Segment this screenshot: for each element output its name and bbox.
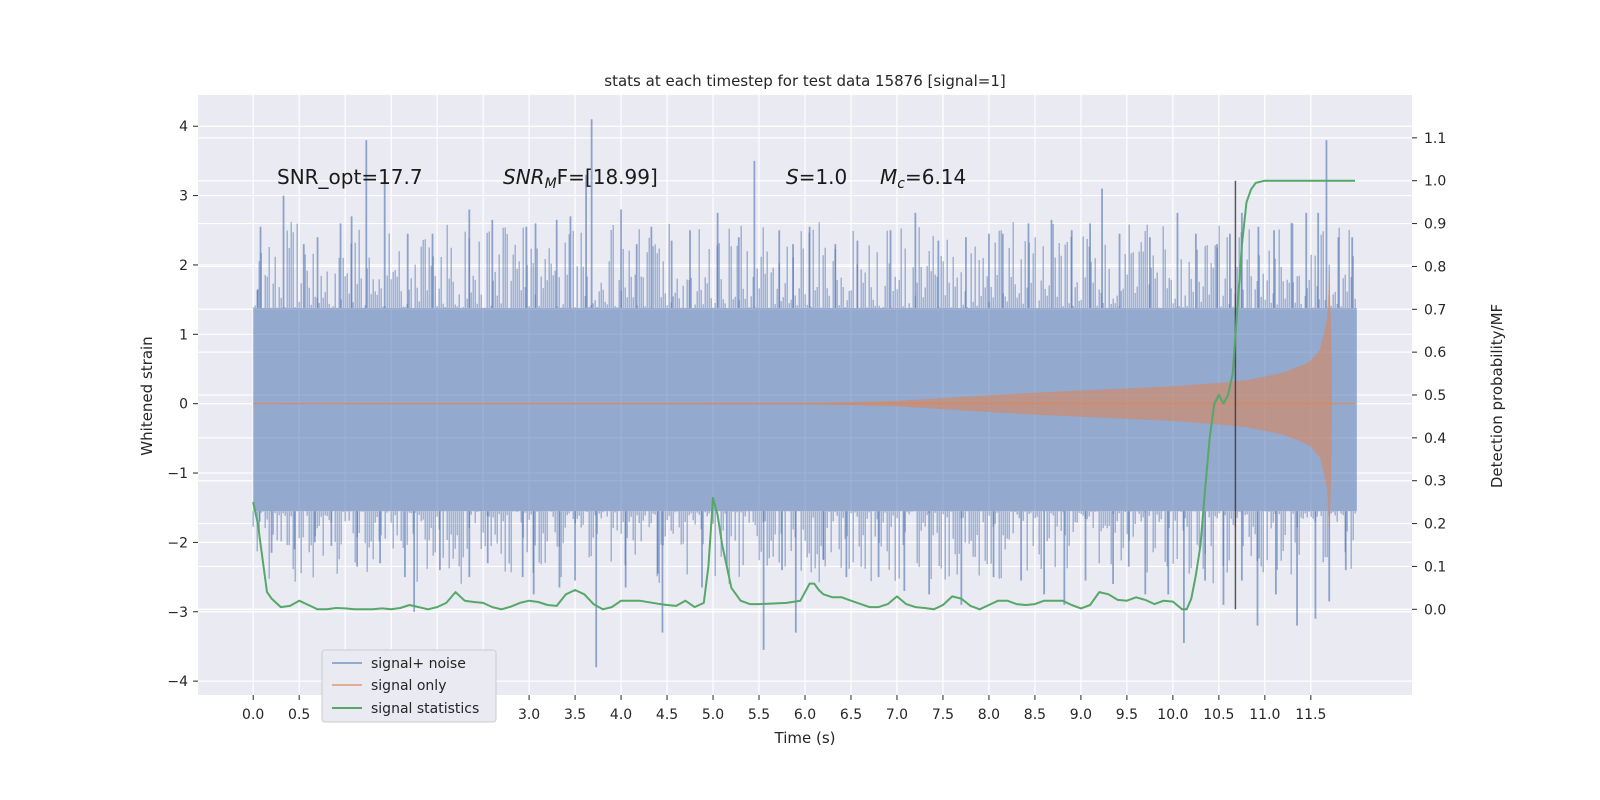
y-tick-label-left: 1 xyxy=(179,327,188,343)
x-tick-label: 9.5 xyxy=(1116,707,1138,723)
x-tick-label: 10.5 xyxy=(1203,707,1234,723)
y-tick-label-left: −1 xyxy=(167,466,188,482)
annotation-s: S=1.0 xyxy=(786,165,847,189)
s-var: S xyxy=(786,165,799,189)
y-tick-label-left: −4 xyxy=(167,674,188,690)
y-axis-left-ticks: 4 3 2 1 0 −1 −2 −3 −4 xyxy=(167,119,198,690)
legend-label-noise: signal+ noise xyxy=(371,656,466,672)
x-tick-label: 5.5 xyxy=(748,707,770,723)
y-tick-label-left: 2 xyxy=(179,258,188,274)
y-tick-label-right: 0.0 xyxy=(1424,602,1446,618)
x-tick-label: 5.0 xyxy=(702,707,724,723)
y-tick-label-right: 0.9 xyxy=(1424,217,1446,233)
y-tick-label-left: 0 xyxy=(179,397,188,413)
y-tick-label-right: 0.3 xyxy=(1424,474,1446,490)
x-axis-label: Time (s) xyxy=(774,729,836,747)
y-tick-label-right: 0.2 xyxy=(1424,517,1446,533)
y-axis-left-label: Whitened strain xyxy=(138,336,156,455)
y-tick-label-right: 0.7 xyxy=(1424,302,1446,318)
x-tick-label: 9.0 xyxy=(1070,707,1092,723)
x-tick-label: 7.5 xyxy=(932,707,954,723)
x-tick-label: 3.0 xyxy=(518,707,540,723)
x-tick-label: 4.0 xyxy=(610,707,632,723)
annotation-snr-mf: SNRMF=[18.99] xyxy=(503,165,658,192)
legend-box xyxy=(321,649,497,723)
y-tick-label-left: −2 xyxy=(167,535,188,551)
x-tick-label: 11.5 xyxy=(1295,707,1326,723)
legend: signal+ noise signal only signal statist… xyxy=(321,649,497,723)
x-tick-label: 7.0 xyxy=(886,707,908,723)
legend-label-signal: signal only xyxy=(371,678,446,694)
y-tick-label-right: 0.1 xyxy=(1424,559,1446,575)
y-tick-label-left: 3 xyxy=(179,189,188,205)
x-tick-label: 0.0 xyxy=(242,707,264,723)
y-tick-label-right: 0.8 xyxy=(1424,259,1446,275)
s-rest: =1.0 xyxy=(799,165,848,189)
legend-label-stats: signal statistics xyxy=(371,701,479,717)
signal-statistics-series xyxy=(252,179,1355,611)
annotation-mc: Mc=6.14 xyxy=(880,165,966,192)
x-tick-label: 10.0 xyxy=(1157,707,1188,723)
x-tick-label: 6.5 xyxy=(840,707,862,723)
y-tick-label-right: 1.1 xyxy=(1424,131,1446,147)
mc-var: M xyxy=(880,165,897,189)
x-tick-label: 11.0 xyxy=(1249,707,1280,723)
x-tick-label: 8.5 xyxy=(1024,707,1046,723)
x-tick-label: 0.5 xyxy=(288,707,310,723)
mc-sub: c xyxy=(897,176,905,192)
y-tick-label-right: 1.0 xyxy=(1424,174,1446,190)
y-axis-right-label: Detection probability/MF xyxy=(1488,304,1506,488)
snr-mf-main: SNR xyxy=(503,165,545,189)
chart-title: stats at each timestep for test data 158… xyxy=(604,72,1005,90)
x-tick-label: 3.5 xyxy=(564,707,586,723)
mc-rest: =6.14 xyxy=(905,165,966,189)
x-tick-label: 4.5 xyxy=(656,707,678,723)
y-tick-label-right: 0.5 xyxy=(1424,388,1446,404)
y-tick-label-left: 4 xyxy=(179,119,188,135)
y-tick-label-right: 0.4 xyxy=(1424,431,1446,447)
snr-mf-sub: M xyxy=(545,176,557,192)
y-tick-label-right: 0.6 xyxy=(1424,345,1446,361)
y-axis-right-ticks: 1.1 1.0 0.9 0.8 0.7 0.6 0.5 0.4 0.3 0.2 0.1 0.0 xyxy=(1412,131,1446,618)
noise-spikes-bottom xyxy=(252,511,1356,584)
signal-only-series xyxy=(253,268,1355,539)
snr-mf-rest: F=[18.99] xyxy=(557,165,658,189)
x-tick-label: 6.0 xyxy=(794,707,816,723)
x-tick-label: 8.0 xyxy=(978,707,1000,723)
signal-statistics-line xyxy=(252,179,1355,611)
y-tick-label-left: −3 xyxy=(167,605,188,621)
annotation-snr-opt: SNR_opt=17.7 xyxy=(277,165,423,189)
